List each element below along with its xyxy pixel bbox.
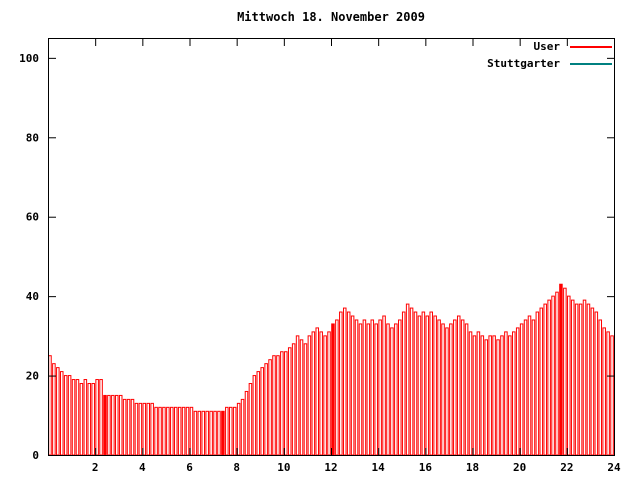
svg-text:2: 2 (92, 461, 99, 474)
legend-item-stuttgarter: Stuttgarter (0, 55, 612, 72)
svg-text:60: 60 (26, 211, 39, 224)
svg-text:18: 18 (466, 461, 479, 474)
plot-border (48, 38, 615, 456)
svg-text:80: 80 (26, 131, 39, 144)
svg-text:0: 0 (32, 449, 39, 462)
bars-group (48, 283, 614, 456)
svg-text:100: 100 (19, 52, 39, 65)
svg-text:8: 8 (233, 461, 240, 474)
legend-line-sample-stuttgarter (570, 62, 612, 65)
legend-item-user: User (0, 38, 612, 55)
svg-text:20: 20 (513, 461, 526, 474)
chart-title: Mittwoch 18. November 2009 (237, 10, 425, 24)
legend: User Stuttgarter (0, 38, 612, 72)
svg-text:14: 14 (372, 461, 386, 474)
svg-text:6: 6 (186, 461, 193, 474)
svg-text:16: 16 (419, 461, 433, 474)
svg-text:12: 12 (324, 461, 337, 474)
legend-label-user: User (533, 40, 561, 53)
svg-text:40: 40 (26, 290, 39, 303)
svg-text:4: 4 (139, 461, 146, 474)
axis-ticks (49, 39, 615, 456)
svg-text:10: 10 (277, 461, 290, 474)
legend-label-stuttgarter: Stuttgarter (487, 57, 560, 70)
svg-text:22: 22 (560, 461, 573, 474)
svg-text:24: 24 (607, 461, 621, 474)
legend-line-sample-user (570, 45, 612, 48)
svg-text:20: 20 (26, 370, 39, 383)
